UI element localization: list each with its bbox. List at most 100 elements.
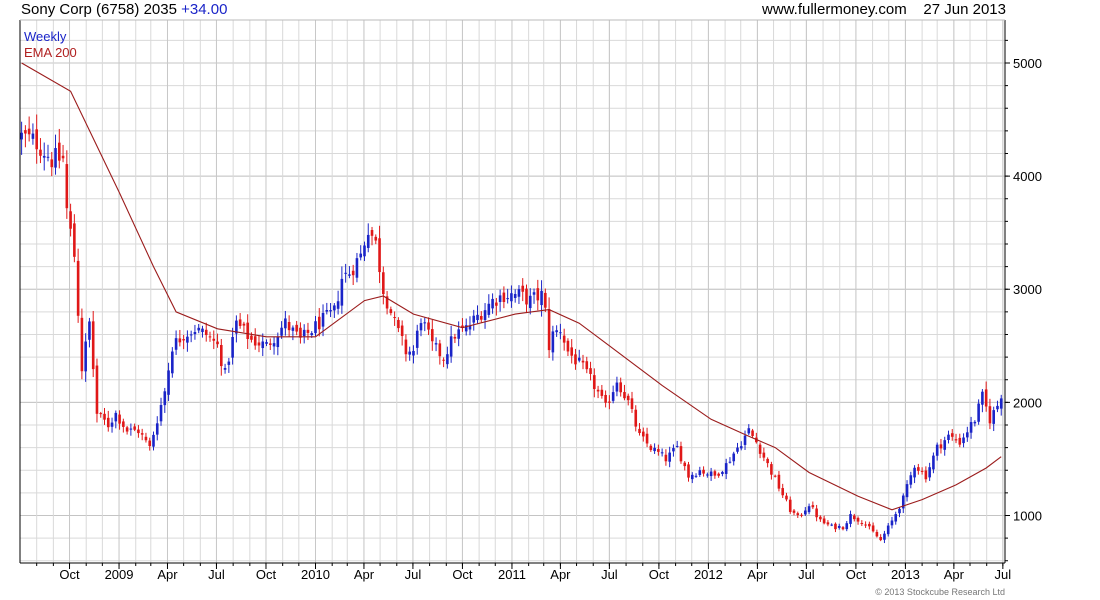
ema-200-layer xyxy=(21,62,1002,511)
candle-body xyxy=(660,452,664,454)
candle-body xyxy=(495,302,498,306)
candle-body xyxy=(713,471,717,476)
candle-body xyxy=(73,223,76,257)
candle-body xyxy=(216,341,219,345)
x-tick-label: 2012 xyxy=(694,567,723,582)
candle-body xyxy=(438,343,442,357)
candle-body xyxy=(875,531,879,537)
candle-body xyxy=(336,301,340,309)
candle-body xyxy=(962,437,965,444)
candle-body xyxy=(231,337,234,358)
candle-body xyxy=(276,336,280,348)
candle-body xyxy=(871,525,875,532)
y-tick-label: 4000 xyxy=(1013,169,1042,184)
candle-body xyxy=(137,429,140,434)
x-tick-label: Apr xyxy=(157,567,178,582)
candle-body xyxy=(984,389,988,407)
candle-body xyxy=(513,294,517,298)
candle-body xyxy=(189,334,193,336)
chart-source: www.fullermoney.com 27 Jun 2013 xyxy=(762,0,1006,20)
candle-body xyxy=(555,330,558,333)
candle-body xyxy=(928,467,931,478)
candle-body xyxy=(630,398,634,409)
candle-body xyxy=(389,309,393,314)
candle-body xyxy=(762,452,766,458)
x-tick-label: 2013 xyxy=(891,567,920,582)
x-tick-label: Jul xyxy=(405,567,422,582)
candle-body xyxy=(20,132,23,140)
candle-body xyxy=(193,332,197,335)
candle-body xyxy=(732,453,736,462)
candle-body xyxy=(615,382,619,392)
candle-body xyxy=(830,524,833,526)
candle-body xyxy=(909,475,913,485)
candle-body xyxy=(257,342,261,346)
candle-body xyxy=(88,321,91,340)
x-tick-label: Oct xyxy=(452,567,473,582)
candle-body xyxy=(800,514,803,516)
candle-body xyxy=(171,351,174,374)
candle-body xyxy=(272,343,276,347)
candle-body xyxy=(265,342,268,344)
candle-body xyxy=(788,499,792,512)
candle-body xyxy=(378,238,381,273)
candle-body xyxy=(227,361,231,365)
candle-body xyxy=(442,359,445,361)
x-tick-label: Jul xyxy=(208,567,225,582)
candle-body xyxy=(668,452,671,462)
candle-body xyxy=(366,234,370,248)
candle-body xyxy=(856,517,860,522)
candle-body xyxy=(268,343,272,345)
candle-body xyxy=(657,449,660,452)
chart-title: Sony Corp (6758) 2035 +34.00 xyxy=(21,0,227,20)
candle-body xyxy=(815,508,818,518)
candle-body xyxy=(46,156,50,158)
candle-body xyxy=(464,325,468,332)
candle-body xyxy=(932,455,935,470)
candle-body xyxy=(743,435,747,445)
candle-body xyxy=(547,309,551,351)
candle-body xyxy=(148,440,152,447)
candle-body xyxy=(363,245,366,257)
candle-body xyxy=(845,523,849,530)
candle-body xyxy=(178,338,182,343)
candle-body xyxy=(103,413,106,420)
candle-body xyxy=(35,129,38,150)
candle-body xyxy=(634,409,638,427)
candle-body xyxy=(577,357,581,361)
candle-body xyxy=(370,230,374,236)
candle-body xyxy=(540,290,543,306)
candle-body xyxy=(238,319,242,326)
grid-lines xyxy=(20,20,1005,563)
candle-body xyxy=(408,351,411,355)
candle-body xyxy=(664,454,668,462)
candle-body xyxy=(559,332,562,334)
candle-body xyxy=(834,523,837,530)
candle-body xyxy=(479,316,483,320)
candle-body xyxy=(698,470,702,475)
y-tick-label: 2000 xyxy=(1013,395,1042,410)
y-tick-label: 1000 xyxy=(1013,508,1042,523)
candle-body xyxy=(721,471,724,475)
candle-body xyxy=(950,433,954,437)
candle-body xyxy=(977,403,980,422)
candle-body xyxy=(860,523,864,525)
candle-body xyxy=(973,421,977,424)
candle-body xyxy=(476,314,479,321)
candle-body xyxy=(39,149,42,156)
source-site[interactable]: www.fullermoney.com xyxy=(761,1,907,18)
candle-body xyxy=(690,474,694,480)
candle-body xyxy=(95,365,99,414)
candle-body xyxy=(69,211,72,229)
candle-body xyxy=(453,336,457,339)
candle-body xyxy=(468,325,472,330)
candle-body xyxy=(397,319,400,329)
candle-body xyxy=(412,350,415,356)
candle-body xyxy=(536,288,540,301)
candle-body xyxy=(302,329,306,337)
candle-body xyxy=(717,473,720,476)
candle-body xyxy=(461,325,464,328)
candle-body xyxy=(589,368,592,374)
candle-body xyxy=(886,525,890,535)
candle-body xyxy=(679,446,683,462)
